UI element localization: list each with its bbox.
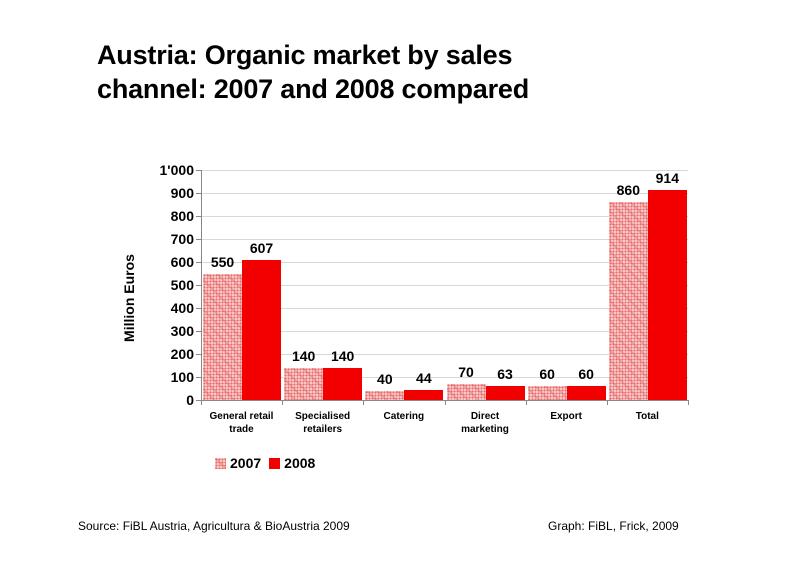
x-label-line: Specialised [295, 411, 351, 422]
legend-label-2007: 2007 [230, 455, 262, 471]
y-tick-mark [196, 377, 201, 378]
y-tick-mark [196, 193, 201, 194]
y-tick-mark [196, 400, 201, 401]
legend: 2007 2008 [215, 455, 323, 471]
y-axis-label: Million Euros [121, 254, 137, 342]
x-category-label: Total [607, 410, 688, 423]
gridline [201, 377, 688, 378]
x-category-label: Catering [363, 410, 444, 423]
x-category-label: General retail trade [201, 410, 282, 436]
y-tick-label: 200 [170, 346, 194, 362]
value-label: 63 [497, 365, 513, 382]
value-label: 914 [655, 169, 679, 186]
x-label-line: Total [635, 411, 659, 422]
y-tick-mark [196, 308, 201, 309]
value-label: 44 [416, 369, 432, 386]
value-label: 60 [539, 366, 555, 383]
gridline [201, 193, 688, 194]
y-tick-label: 1'000 [159, 162, 194, 178]
y-tick-mark [196, 170, 201, 171]
gridline [201, 216, 688, 217]
x-tick-mark [363, 400, 365, 405]
y-tick-label: 600 [170, 254, 194, 270]
y-tick-label: 900 [170, 185, 194, 201]
bar-2008 [566, 386, 606, 400]
title-line-1: Austria: Organic market by sales [97, 40, 513, 70]
value-label: 70 [458, 363, 474, 380]
legend-swatch-2008 [269, 457, 281, 469]
x-tick-mark [606, 400, 608, 405]
source-note: Source: FiBL Austria, Agricultura & BioA… [78, 519, 350, 533]
y-tick-label: 100 [170, 369, 194, 385]
chart-title: Austria: Organic market by sales channel… [97, 38, 529, 106]
gridline [201, 239, 688, 240]
y-tick-mark [196, 354, 201, 355]
bar-2008 [242, 260, 281, 400]
value-label: 60 [578, 366, 594, 383]
value-label: 550 [210, 253, 235, 270]
y-tick-label: 0 [186, 392, 194, 408]
x-label-line: trade [229, 424, 254, 435]
graph-credit: Graph: FiBL, Frick, 2009 [548, 519, 679, 533]
x-tick-mark [525, 400, 527, 405]
legend-label-2008: 2008 [284, 455, 316, 471]
x-tick-mark [444, 400, 446, 405]
y-tick-mark [196, 331, 201, 332]
gridline [201, 170, 688, 171]
title-line-2: channel: 2007 and 2008 compared [97, 74, 529, 104]
bar-2008 [404, 389, 444, 400]
y-tick-mark [196, 216, 201, 217]
gridline [201, 331, 688, 332]
x-tick-mark [201, 400, 202, 405]
bar-2007 [608, 202, 648, 400]
x-label-line: marketing [461, 424, 509, 435]
bar-2008 [323, 367, 363, 400]
value-label: 860 [616, 182, 640, 199]
x-category-label: Direct marketing [445, 410, 526, 436]
bar-2007 [527, 386, 567, 400]
value-label: 140 [330, 347, 355, 364]
gridline [201, 262, 688, 263]
bar-2007 [203, 273, 242, 400]
value-label: 607 [249, 240, 274, 257]
x-label-line: General retail [209, 411, 274, 422]
x-category-label: Export [526, 410, 607, 423]
x-label-line: Catering [383, 411, 425, 422]
x-tick-mark [282, 400, 284, 405]
bar-2008 [647, 189, 687, 400]
bar-2007 [365, 390, 405, 400]
y-axis [201, 170, 202, 401]
value-label: 140 [291, 347, 316, 364]
y-tick-label: 800 [170, 208, 194, 224]
bar-2007 [446, 383, 486, 400]
y-tick-mark [196, 285, 201, 286]
x-category-label: Specialised retailers [282, 410, 363, 436]
y-tick-mark [196, 262, 201, 263]
y-tick-label: 300 [170, 323, 194, 339]
gridline [201, 285, 688, 286]
y-tick-mark [196, 239, 201, 240]
bar-2008 [485, 385, 525, 400]
value-label: 40 [377, 370, 393, 387]
plot-area [201, 170, 688, 400]
gridline [201, 354, 688, 355]
x-label-line: Direct [470, 411, 500, 422]
legend-swatch-2007 [215, 457, 226, 469]
x-tick-mark [688, 400, 689, 405]
x-label-line: Export [550, 411, 582, 422]
y-tick-label: 500 [170, 277, 194, 293]
gridline [201, 308, 688, 309]
y-tick-label: 400 [170, 300, 194, 316]
bar-2007 [284, 367, 324, 400]
y-tick-label: 700 [170, 231, 194, 247]
x-label-line: retailers [303, 424, 343, 435]
